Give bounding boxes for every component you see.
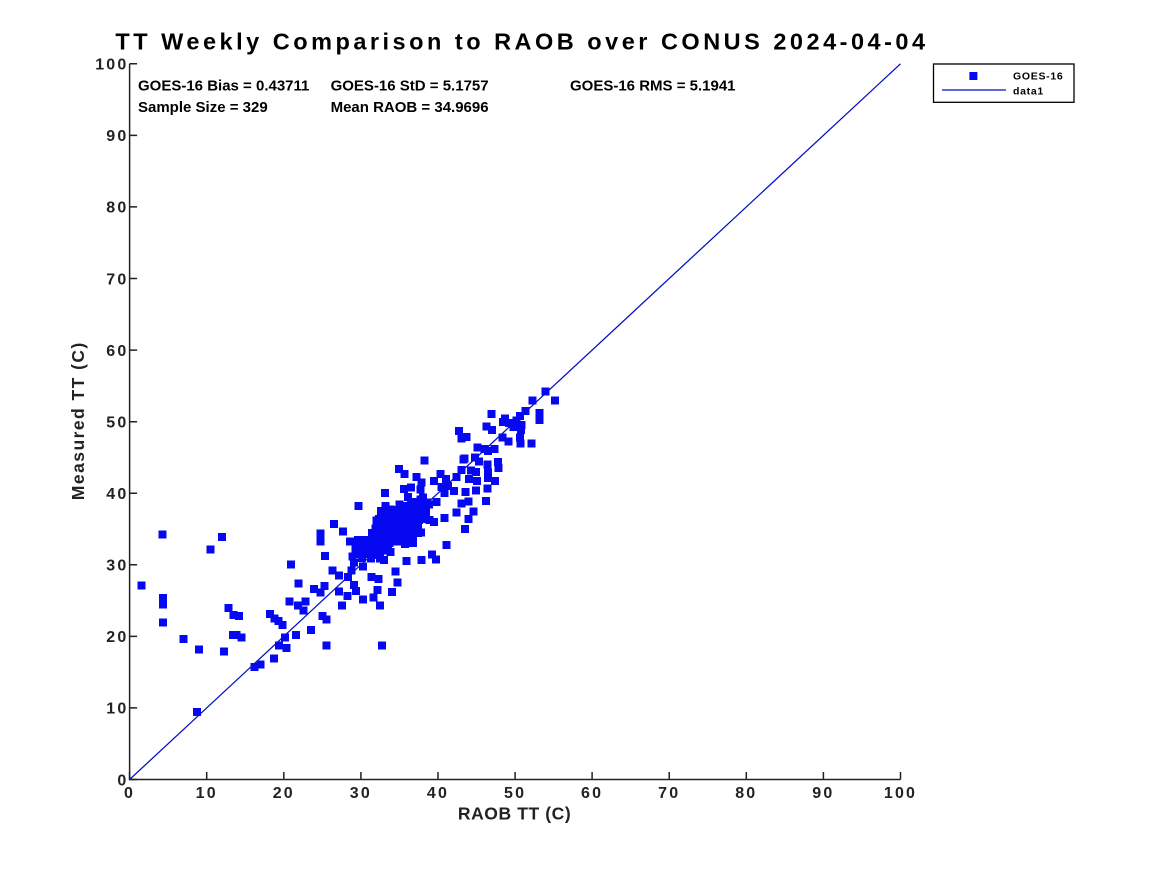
svg-text:10: 10 — [106, 701, 128, 718]
svg-text:70: 70 — [106, 271, 128, 288]
svg-text:0: 0 — [117, 772, 128, 789]
svg-text:100: 100 — [95, 57, 128, 74]
svg-text:90: 90 — [106, 128, 128, 145]
svg-text:GOES-16: GOES-16 — [1013, 71, 1063, 83]
svg-text:20: 20 — [273, 785, 295, 802]
svg-text:50: 50 — [106, 415, 128, 432]
svg-text:30: 30 — [350, 785, 372, 802]
svg-text:TT Weekly Comparison to RAOB o: TT Weekly Comparison to RAOB over CONUS … — [115, 29, 928, 55]
svg-text:RAOB TT (C): RAOB TT (C) — [458, 804, 572, 824]
svg-text:data1: data1 — [1013, 86, 1044, 98]
svg-text:90: 90 — [812, 785, 834, 802]
svg-text:40: 40 — [427, 785, 449, 802]
svg-text:100: 100 — [884, 785, 917, 802]
svg-text:60: 60 — [106, 343, 128, 360]
svg-text:60: 60 — [581, 785, 603, 802]
svg-text:10: 10 — [196, 785, 218, 802]
svg-text:GOES-16 Bias = 0.43711: GOES-16 Bias = 0.43711 — [138, 78, 309, 95]
svg-text:GOES-16 RMS = 5.1941: GOES-16 RMS = 5.1941 — [570, 78, 736, 95]
svg-text:50: 50 — [504, 785, 526, 802]
svg-text:80: 80 — [735, 785, 757, 802]
svg-text:GOES-16 StD = 5.1757: GOES-16 StD = 5.1757 — [331, 78, 489, 95]
svg-text:30: 30 — [106, 558, 128, 575]
svg-text:70: 70 — [658, 785, 680, 802]
svg-text:80: 80 — [106, 200, 128, 217]
svg-text:20: 20 — [106, 629, 128, 646]
svg-text:Sample Size = 329: Sample Size = 329 — [138, 99, 268, 116]
svg-text:Measured TT (C): Measured TT (C) — [68, 341, 88, 500]
svg-text:0: 0 — [124, 785, 135, 802]
svg-text:Mean RAOB = 34.9696: Mean RAOB = 34.9696 — [331, 99, 489, 116]
svg-text:40: 40 — [106, 486, 128, 503]
